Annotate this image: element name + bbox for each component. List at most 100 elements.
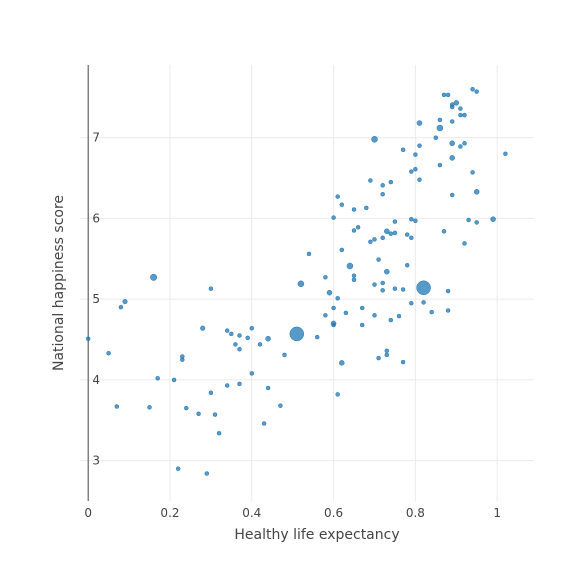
- data-point: [380, 235, 385, 241]
- data-point: [171, 377, 177, 383]
- data-point: [331, 215, 336, 220]
- data-point: [237, 381, 242, 387]
- data-point: [339, 202, 345, 207]
- y-tick-label: 3: [92, 454, 100, 468]
- data-point: [384, 348, 390, 354]
- data-point: [436, 124, 444, 132]
- y-tick-label: 4: [92, 373, 100, 387]
- data-point: [474, 89, 479, 94]
- data-point: [388, 179, 394, 185]
- y-tick-label: 6: [92, 211, 100, 225]
- data-point: [257, 342, 263, 347]
- data-point: [351, 277, 357, 283]
- data-point: [462, 141, 467, 146]
- data-point: [458, 144, 463, 149]
- data-point: [368, 239, 373, 245]
- data-point: [458, 112, 463, 118]
- data-point: [237, 333, 242, 338]
- data-point: [437, 162, 443, 168]
- data-point: [85, 336, 91, 341]
- data-point: [445, 288, 451, 294]
- data-point: [180, 357, 185, 362]
- data-point: [429, 309, 434, 315]
- data-point: [437, 117, 443, 123]
- grid-lines: [80, 65, 534, 501]
- data-point: [453, 100, 460, 106]
- data-point: [224, 328, 230, 333]
- data-point: [462, 241, 467, 246]
- data-point: [335, 194, 340, 199]
- data-point: [339, 360, 345, 366]
- data-point: [265, 385, 271, 391]
- data-point: [372, 282, 377, 287]
- data-point: [409, 300, 414, 306]
- data-point: [155, 376, 160, 381]
- data-point: [335, 296, 340, 301]
- data-point: [106, 350, 111, 356]
- data-point: [364, 205, 369, 211]
- data-point: [331, 305, 336, 311]
- data-point: [216, 430, 222, 436]
- y-axis-title: National happiness score: [51, 195, 67, 371]
- data-point: [212, 412, 218, 417]
- data-point: [462, 112, 467, 118]
- data-point: [474, 220, 479, 225]
- data-point: [368, 178, 373, 183]
- data-point: [233, 342, 238, 347]
- data-point: [118, 304, 124, 310]
- x-tick-label: 0.8: [406, 506, 425, 520]
- data-point: [150, 273, 158, 281]
- data-point: [490, 216, 496, 222]
- y-tick-label: 7: [92, 131, 100, 145]
- data-point: [343, 310, 349, 316]
- x-axis-title: Healthy life expectancy: [234, 527, 399, 543]
- data-point: [380, 191, 385, 197]
- data-point: [323, 313, 328, 318]
- data-point: [473, 189, 480, 195]
- data-point: [392, 286, 398, 291]
- data-point: [224, 383, 230, 388]
- data-point: [400, 147, 406, 153]
- data-point: [326, 289, 333, 296]
- data-point: [196, 411, 201, 417]
- data-point: [416, 120, 423, 126]
- data-point: [445, 308, 451, 313]
- data-point: [470, 170, 475, 175]
- data-point: [404, 262, 410, 268]
- data-point: [204, 471, 210, 476]
- data-point: [404, 232, 410, 237]
- data-point: [208, 390, 214, 396]
- data-point: [421, 300, 426, 305]
- data-point: [371, 136, 378, 143]
- data-points: [85, 86, 508, 476]
- data-point: [265, 335, 271, 342]
- data-point: [200, 325, 206, 331]
- data-point: [413, 166, 418, 172]
- data-point: [249, 371, 255, 376]
- data-point: [261, 421, 267, 426]
- tick-labels: 0 0.2 0.4 0.6 0.8 1 3 4 5 6 7: [84, 131, 501, 520]
- data-point: [380, 280, 385, 286]
- data-point: [503, 151, 508, 157]
- data-point: [449, 155, 455, 161]
- data-point: [245, 335, 250, 341]
- data-point: [323, 275, 328, 280]
- data-point: [330, 320, 337, 327]
- data-point: [359, 322, 365, 328]
- data-point: [416, 280, 431, 296]
- data-point: [400, 287, 406, 292]
- data-point: [289, 326, 305, 342]
- data-point: [409, 235, 414, 241]
- data-point: [208, 286, 214, 291]
- data-point: [396, 313, 402, 319]
- data-point: [346, 262, 354, 270]
- data-point: [351, 228, 357, 233]
- data-point: [297, 280, 305, 288]
- data-point: [466, 217, 471, 223]
- data-point: [335, 392, 340, 397]
- data-point: [359, 305, 365, 311]
- data-point: [441, 92, 447, 98]
- data-point: [384, 352, 390, 358]
- data-point: [339, 247, 345, 253]
- data-point: [413, 218, 418, 224]
